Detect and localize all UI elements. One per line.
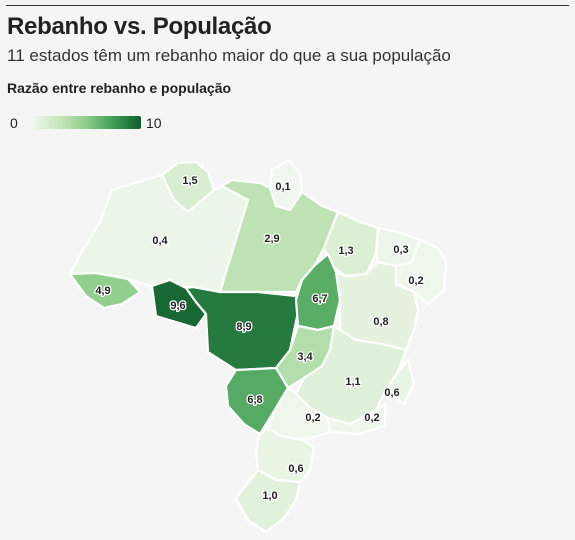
value-label-MG: 1,1 — [345, 376, 360, 388]
state-AC[interactable] — [68, 271, 142, 310]
value-label-RN: 0,2 — [408, 275, 423, 287]
legend-max-label: 10 — [146, 115, 162, 131]
value-label-TO: 6,7 — [312, 293, 327, 305]
value-label-CE: 0,3 — [393, 244, 408, 256]
state-RJ[interactable] — [326, 402, 388, 436]
chart-title: Rebanho vs. População — [7, 13, 272, 40]
value-label-PA: 2,9 — [264, 233, 279, 245]
value-label-MT: 8,9 — [236, 321, 251, 333]
value-label-GO: 3,4 — [297, 351, 313, 363]
state-RS[interactable] — [234, 468, 302, 534]
legend-title: Razão entre rebanho e população — [7, 80, 232, 96]
value-label-SP: 0,2 — [305, 412, 320, 424]
value-label-RR: 1,5 — [182, 175, 197, 187]
state-RN[interactable] — [394, 238, 448, 306]
value-label-MA: 1,3 — [338, 245, 353, 257]
state-PR[interactable] — [254, 426, 316, 484]
value-label-AM: 0,4 — [152, 235, 168, 247]
value-label-AP: 0,1 — [275, 181, 290, 193]
state-SP[interactable] — [266, 386, 332, 442]
legend-gradient-bar — [31, 116, 141, 129]
top-rule — [6, 5, 569, 6]
value-label-PR: 0,6 — [288, 463, 303, 475]
value-label-BA: 0,8 — [373, 316, 388, 328]
value-label-MS: 6,8 — [247, 394, 262, 406]
value-label-AC: 4,9 — [95, 285, 110, 297]
value-label-RS: 1,0 — [262, 490, 277, 502]
value-label-RJ: 0,2 — [364, 412, 379, 424]
value-label-RO: 9,6 — [170, 300, 185, 312]
value-label-ES: 0,6 — [384, 387, 399, 399]
state-ES[interactable] — [384, 358, 416, 406]
chart-subtitle: 11 estados têm um rebanho maior do que a… — [7, 46, 451, 65]
legend-min-label: 0 — [10, 115, 18, 131]
